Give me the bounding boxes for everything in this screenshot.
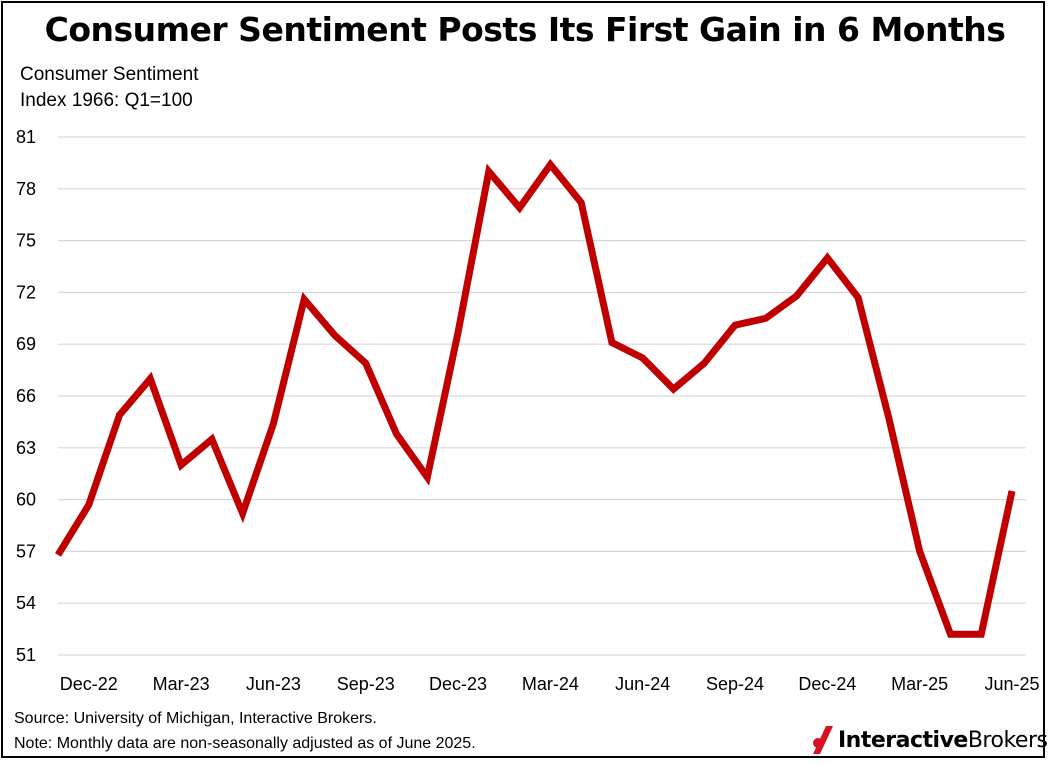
interactive-brokers-logo: InteractiveBrokers bbox=[812, 722, 1048, 758]
x-tick-label: Dec-23 bbox=[429, 674, 487, 694]
y-axis-label-line-1: Consumer Sentiment bbox=[20, 64, 199, 85]
footnote: Note: Monthly data are non-seasonally ad… bbox=[14, 735, 476, 752]
y-tick-label: 60 bbox=[16, 490, 36, 510]
y-tick-label: 66 bbox=[16, 386, 36, 406]
chart-title: Consumer Sentiment Posts Its First Gain … bbox=[44, 10, 1006, 49]
series-lines bbox=[55, 158, 1016, 638]
y-tick-label: 63 bbox=[16, 438, 36, 458]
y-tick-labels: 51 54 57 60 63 66 69 72 75 78 81 bbox=[16, 127, 36, 665]
y-tick-label: 78 bbox=[16, 179, 36, 199]
source-note: Source: University of Michigan, Interact… bbox=[14, 710, 377, 727]
y-tick-label: 57 bbox=[16, 541, 36, 561]
x-tick-label: Mar-23 bbox=[153, 674, 210, 694]
y-tick-label: 69 bbox=[16, 334, 36, 354]
x-tick-label: Sep-24 bbox=[706, 674, 764, 694]
x-tick-label: Jun-25 bbox=[984, 674, 1039, 694]
x-tick-label: Sep-23 bbox=[337, 674, 395, 694]
gridlines bbox=[58, 136, 1026, 656]
y-tick-label: 72 bbox=[16, 282, 36, 302]
logo-text-bold: Interactive bbox=[838, 727, 968, 753]
x-tick-labels: Dec-22 Mar-23 Jun-23 Sep-23 Dec-23 Mar-24 Jun-… bbox=[60, 674, 1040, 694]
y-axis-label-line-2: Index 1966: Q1=100 bbox=[20, 90, 193, 111]
y-axis-label: Consumer Sentiment Index 1966: Q1=100 bbox=[20, 62, 198, 114]
y-tick-label: 81 bbox=[16, 127, 36, 147]
x-tick-label: Mar-24 bbox=[522, 674, 579, 694]
x-tick-label: Jun-23 bbox=[246, 674, 301, 694]
x-tick-label: Dec-22 bbox=[60, 674, 118, 694]
y-tick-label: 51 bbox=[16, 645, 36, 665]
y-tick-label: 75 bbox=[16, 231, 36, 251]
logo-text-regular: Brokers bbox=[967, 727, 1048, 753]
series-line-consumer-sentiment bbox=[55, 158, 1016, 638]
x-tick-label: Jun-24 bbox=[615, 674, 670, 694]
x-tick-label: Mar-25 bbox=[891, 674, 948, 694]
ib-logo-icon bbox=[813, 726, 833, 754]
y-tick-label: 54 bbox=[16, 593, 36, 613]
x-tick-label: Dec-24 bbox=[798, 674, 856, 694]
